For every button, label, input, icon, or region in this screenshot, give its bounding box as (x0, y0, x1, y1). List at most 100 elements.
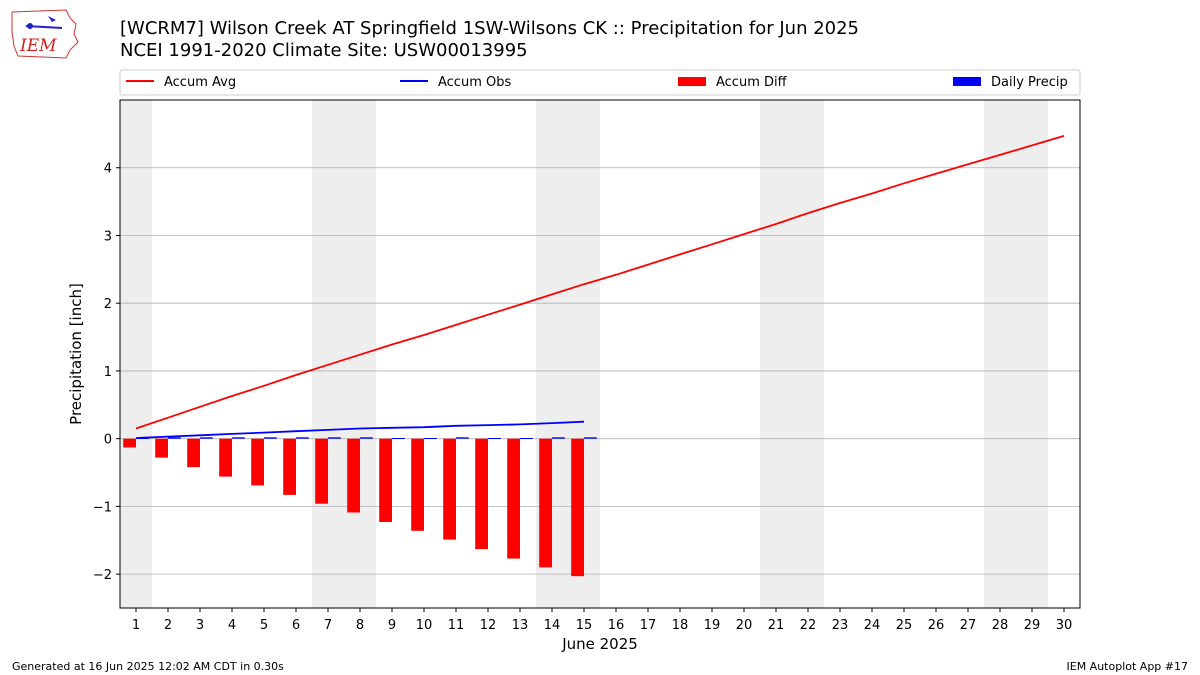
x-tick-label-29: 29 (1024, 618, 1041, 633)
legend-swatch-daily-precip (953, 77, 981, 86)
daily-precip-bar-2 (168, 437, 181, 439)
daily-precip-bar-12 (488, 437, 501, 439)
chart-subtitle: NCEI 1991-2020 Climate Site: USW00013995 (120, 40, 528, 61)
accum-diff-bar-12 (475, 438, 488, 550)
bars (123, 437, 597, 577)
daily-precip-bar-15 (584, 437, 597, 439)
legend-swatch-accum-diff (678, 77, 706, 86)
x-tick-label-22: 22 (800, 618, 817, 633)
accum-diff-bar-8 (347, 438, 360, 513)
accum-diff-bar-10 (411, 438, 424, 531)
x-tick-label-21: 21 (768, 618, 785, 633)
accum-diff-bar-1 (123, 438, 136, 448)
accum-diff-bar-2 (155, 438, 168, 458)
x-tick-label-8: 8 (356, 618, 364, 633)
plot-frame (119, 99, 1081, 609)
daily-precip-bar-8 (360, 437, 373, 439)
x-tick-label-18: 18 (672, 618, 689, 633)
logo-text: IEM (19, 36, 57, 56)
accum-diff-bar-7 (315, 438, 328, 504)
weekend-shade-29 (1016, 100, 1048, 608)
y-tick-label--1: −1 (93, 500, 112, 515)
x-tick-label-9: 9 (388, 618, 396, 633)
x-tick-label-27: 27 (960, 618, 977, 633)
generated-timestamp: Generated at 16 Jun 2025 12:02 AM CDT in… (12, 660, 284, 673)
x-tick-label-11: 11 (448, 618, 465, 633)
x-tick-label-25: 25 (896, 618, 913, 633)
x-tick-label-12: 12 (480, 618, 497, 633)
weekend-shade-28 (984, 100, 1016, 608)
weekend-shade-22 (792, 100, 824, 608)
x-tick-label-16: 16 (608, 618, 625, 633)
y-axis-ticks: −2 −1 0 1 2 3 4 (93, 162, 120, 583)
x-tick-label-6: 6 (292, 618, 300, 633)
accum-diff-bar-13 (507, 438, 520, 559)
x-tick-label-26: 26 (928, 618, 945, 633)
daily-precip-bar-9 (392, 437, 405, 439)
y-tick-label-3: 3 (104, 229, 112, 244)
accum-obs-line (135, 420, 585, 439)
accum-diff-bar-5 (251, 438, 264, 486)
legend: Accum Avg Accum Obs Accum Diff Daily Precip (119, 69, 1081, 96)
x-tick-label-10: 10 (416, 618, 433, 633)
accum-diff-bar-11 (443, 438, 456, 540)
x-tick-label-23: 23 (832, 618, 849, 633)
y-axis-label: Precipitation [inch] (67, 283, 85, 425)
legend-label-daily-precip: Daily Precip (991, 75, 1068, 90)
daily-precip-bar-14 (552, 437, 565, 439)
x-axis-label: June 2025 (561, 635, 638, 653)
iowa-state-outline (11, 9, 79, 59)
x-tick-label-30: 30 (1056, 618, 1073, 633)
x-axis-ticks: 1 2 3 4 5 6 7 8 9 10 11 12 13 14 15 16 17 18 19 20 21 22 23 24 2… (132, 608, 1072, 633)
daily-precip-bar-13 (520, 437, 533, 439)
legend-label-accum-diff: Accum Diff (716, 75, 788, 90)
accum-diff-bar-3 (187, 438, 200, 468)
weekend-shade-21 (760, 100, 792, 608)
accum-diff-bar-9 (379, 438, 392, 522)
app-label: IEM Autoplot App #17 (1066, 660, 1189, 673)
accum-diff-bar-6 (283, 438, 296, 495)
lines (135, 135, 1065, 439)
x-tick-label-15: 15 (576, 618, 593, 633)
x-tick-label-3: 3 (196, 618, 204, 633)
accum-avg-line (135, 135, 1065, 430)
x-tick-label-2: 2 (164, 618, 172, 633)
accum-diff-bar-4 (219, 438, 232, 477)
daily-precip-bar-7 (328, 437, 341, 439)
x-tick-label-4: 4 (228, 618, 236, 633)
daily-precip-bar-10 (424, 437, 437, 439)
grid-lines (120, 167, 1080, 575)
daily-precip-bar-6 (296, 437, 309, 439)
y-tick-label-1: 1 (104, 365, 112, 380)
x-tick-label-14: 14 (544, 618, 561, 633)
x-tick-label-7: 7 (324, 618, 332, 633)
legend-label-accum-obs: Accum Obs (438, 75, 511, 90)
accum-diff-bar-14 (539, 438, 552, 568)
daily-precip-bar-4 (232, 437, 245, 439)
x-tick-label-5: 5 (260, 618, 268, 633)
accum-diff-bar-15 (571, 438, 584, 577)
x-tick-label-1: 1 (132, 618, 140, 633)
iem-logo: IEM (11, 9, 79, 59)
legend-label-accum-avg: Accum Avg (164, 75, 236, 90)
wind-vane-icon (48, 16, 56, 22)
y-tick-label--2: −2 (93, 568, 112, 583)
weekend-shade-7 (312, 100, 344, 608)
y-tick-label-0: 0 (104, 433, 112, 448)
x-tick-label-19: 19 (704, 618, 721, 633)
x-tick-label-13: 13 (512, 618, 529, 633)
x-tick-label-28: 28 (992, 618, 1009, 633)
daily-precip-bar-3 (200, 437, 213, 439)
y-tick-label-4: 4 (104, 162, 112, 177)
y-tick-label-2: 2 (104, 297, 112, 312)
weather-station-dot-icon (27, 23, 33, 29)
x-tick-label-20: 20 (736, 618, 753, 633)
daily-precip-bar-5 (264, 437, 277, 439)
chart-title: [WCRM7] Wilson Creek AT Springfield 1SW-… (120, 18, 860, 39)
daily-precip-bar-11 (456, 437, 469, 439)
weekend-shade-1 (120, 100, 152, 608)
x-tick-label-17: 17 (640, 618, 657, 633)
legend-box (119, 69, 1081, 96)
weekend-shading (120, 100, 1048, 608)
